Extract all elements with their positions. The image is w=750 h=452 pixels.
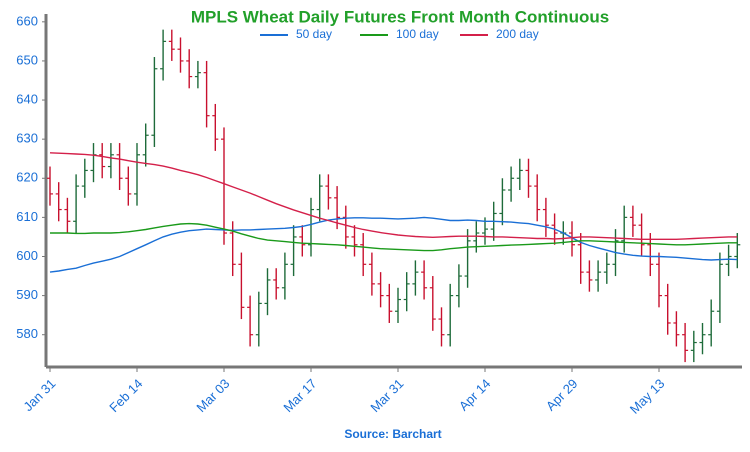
y-tick-label: 580 bbox=[16, 326, 38, 341]
x-tick-label: Feb 14 bbox=[106, 376, 145, 415]
x-tick-label: Jan 31 bbox=[20, 376, 58, 414]
x-tick-label: Mar 17 bbox=[280, 376, 319, 415]
chart-title: MPLS Wheat Daily Futures Front Month Con… bbox=[191, 7, 609, 26]
y-tick-label: 590 bbox=[16, 287, 38, 302]
y-tick-label: 640 bbox=[16, 91, 38, 106]
ma-line bbox=[49, 152, 738, 241]
legend-label: 100 day bbox=[396, 27, 439, 41]
y-tick-label: 600 bbox=[16, 248, 38, 263]
x-tick-label: Apr 29 bbox=[543, 376, 581, 414]
ma-line bbox=[49, 216, 738, 273]
x-tick-label: Mar 03 bbox=[193, 376, 232, 415]
legend-label: 50 day bbox=[296, 27, 332, 41]
source: Source: Barchart bbox=[344, 427, 441, 441]
ma-line bbox=[50, 222, 738, 252]
y-tick-label: 650 bbox=[16, 52, 38, 67]
x-tick-label: Apr 14 bbox=[456, 376, 494, 414]
y-tick-label: 610 bbox=[16, 209, 38, 224]
x-tick-label: Mar 31 bbox=[367, 376, 406, 415]
legend-label: 200 day bbox=[496, 27, 539, 41]
x-tick-label: May 13 bbox=[627, 376, 668, 417]
y-tick-label: 620 bbox=[16, 170, 38, 185]
y-tick-label: 660 bbox=[16, 13, 38, 28]
y-tick-label: 630 bbox=[16, 131, 38, 146]
